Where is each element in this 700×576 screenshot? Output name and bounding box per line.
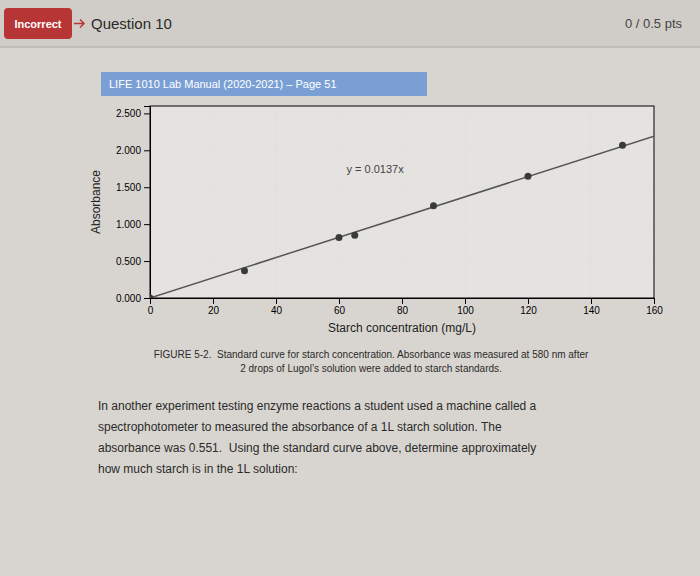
annotation: y = 0.0137x bbox=[347, 163, 405, 175]
question-title: Question 10 bbox=[91, 15, 172, 32]
grid-line-x bbox=[465, 106, 466, 298]
data-point bbox=[336, 234, 343, 241]
x-tick: 60 bbox=[334, 298, 346, 316]
y-tick: 1.500 bbox=[116, 182, 150, 193]
grid-line-x bbox=[276, 106, 277, 298]
status-badge bbox=[4, 8, 72, 39]
grid-line-y bbox=[150, 224, 654, 225]
grid-line-y bbox=[150, 261, 654, 262]
status-label: Incorrect bbox=[14, 18, 61, 30]
x-tick-mark bbox=[339, 298, 340, 304]
x-tick-mark bbox=[402, 298, 403, 304]
grid-line-y bbox=[150, 150, 654, 151]
header-border bbox=[0, 47, 700, 48]
body-text: spectrophotometer to measured the absorb… bbox=[98, 420, 502, 434]
x-tick-label: 140 bbox=[583, 305, 600, 316]
y-tick-label: 1.500 bbox=[116, 182, 141, 193]
x-tick: 100 bbox=[457, 298, 474, 316]
y-tick-mark bbox=[144, 261, 150, 262]
y-tick-label: 2.000 bbox=[116, 145, 141, 156]
data-point bbox=[241, 267, 248, 274]
y-tick-label: 1.000 bbox=[116, 219, 141, 230]
data-point bbox=[430, 202, 437, 209]
y-tick-label: 0.500 bbox=[116, 256, 141, 267]
trend-line bbox=[150, 136, 654, 298]
x-axis-title: Starch concentration (mg/L) bbox=[328, 321, 476, 335]
x-tick-mark bbox=[591, 298, 592, 304]
y-tick: 0.500 bbox=[116, 256, 150, 267]
grid-line-y bbox=[150, 113, 654, 114]
x-tick-mark bbox=[465, 298, 466, 304]
x-tick: 160 bbox=[646, 298, 663, 316]
x-tick: 0 bbox=[148, 298, 154, 316]
y-tick-mark bbox=[144, 187, 150, 188]
x-tick-mark bbox=[654, 298, 655, 304]
banner-background bbox=[101, 72, 427, 96]
plot: 0 20 40 60 80 100 120 140 160 0.000 0.500 1.000 1.50… bbox=[89, 106, 663, 335]
x-tick-label: 80 bbox=[397, 305, 409, 316]
y-tick-mark bbox=[144, 150, 150, 151]
banner-text: LIFE 1010 Lab Manual (2020-2021) – Page … bbox=[109, 78, 337, 90]
x-tick: 140 bbox=[583, 298, 600, 316]
x-tick-label: 40 bbox=[271, 305, 283, 316]
x-axis-line bbox=[151, 299, 655, 305]
plot-background bbox=[150, 106, 654, 298]
x-axis: 0 20 40 60 80 100 120 140 160 bbox=[148, 298, 664, 316]
grid bbox=[150, 106, 654, 298]
x-tick-label: 20 bbox=[208, 305, 220, 316]
page: Incorrect Question 10 0 / 0.5 pts LIFE 1010… bbox=[0, 0, 700, 576]
grid-line-x bbox=[528, 106, 529, 298]
content-background bbox=[0, 0, 700, 576]
grid-line-y bbox=[150, 187, 654, 188]
x-tick-mark bbox=[528, 298, 529, 304]
data-point bbox=[525, 173, 532, 180]
x-tick-mark bbox=[276, 298, 277, 304]
x-tick: 80 bbox=[397, 298, 409, 316]
grid-line-x bbox=[591, 106, 592, 298]
x-tick-label: 60 bbox=[334, 305, 346, 316]
grid-line-x bbox=[339, 106, 340, 298]
x-tick-label: 100 bbox=[457, 305, 474, 316]
y-tick-mark bbox=[144, 298, 150, 299]
x-tick: 120 bbox=[520, 298, 537, 316]
body-text: how much starch is in the 1L solution: bbox=[98, 462, 298, 476]
y-tick: 1.000 bbox=[116, 219, 150, 230]
y-tick: 2.500 bbox=[116, 108, 150, 119]
x-tick-label: 120 bbox=[520, 305, 537, 316]
y-axis: 0.000 0.500 1.000 1.500 2.000 2.500 bbox=[116, 107, 151, 304]
y-tick: 0.000 bbox=[116, 293, 150, 304]
header-background bbox=[0, 0, 700, 47]
figure-caption: 2 drops of Lugol’s solution were added t… bbox=[240, 363, 502, 374]
x-tick-mark bbox=[213, 298, 214, 304]
marks bbox=[150, 136, 654, 298]
status-arrow bbox=[74, 20, 84, 28]
y-tick-mark bbox=[144, 224, 150, 225]
x-tick-label: 0 bbox=[148, 305, 154, 316]
figure-caption: FIGURE 5-2. Standard curve for starch co… bbox=[154, 349, 589, 360]
y-tick-mark bbox=[144, 113, 150, 114]
x-tick: 20 bbox=[208, 298, 220, 316]
grid-line-x bbox=[213, 106, 214, 298]
x-tick: 40 bbox=[271, 298, 283, 316]
body-text: In another experiment testing enzyme rea… bbox=[98, 399, 537, 413]
data-point bbox=[150, 295, 154, 299]
body-text: absorbance was 0.551. Using the standard… bbox=[98, 441, 536, 455]
data-point bbox=[619, 142, 626, 149]
grid-line-x bbox=[402, 106, 403, 298]
question-score: 0 / 0.5 pts bbox=[625, 16, 683, 31]
x-tick-label: 160 bbox=[646, 305, 663, 316]
y-axis-title: Absorbance bbox=[89, 170, 103, 234]
y-tick: 2.000 bbox=[116, 145, 150, 156]
data-point bbox=[351, 232, 358, 239]
y-tick-label: 2.500 bbox=[116, 108, 141, 119]
y-tick-label: 0.000 bbox=[116, 293, 141, 304]
plot-frame bbox=[150, 106, 654, 298]
